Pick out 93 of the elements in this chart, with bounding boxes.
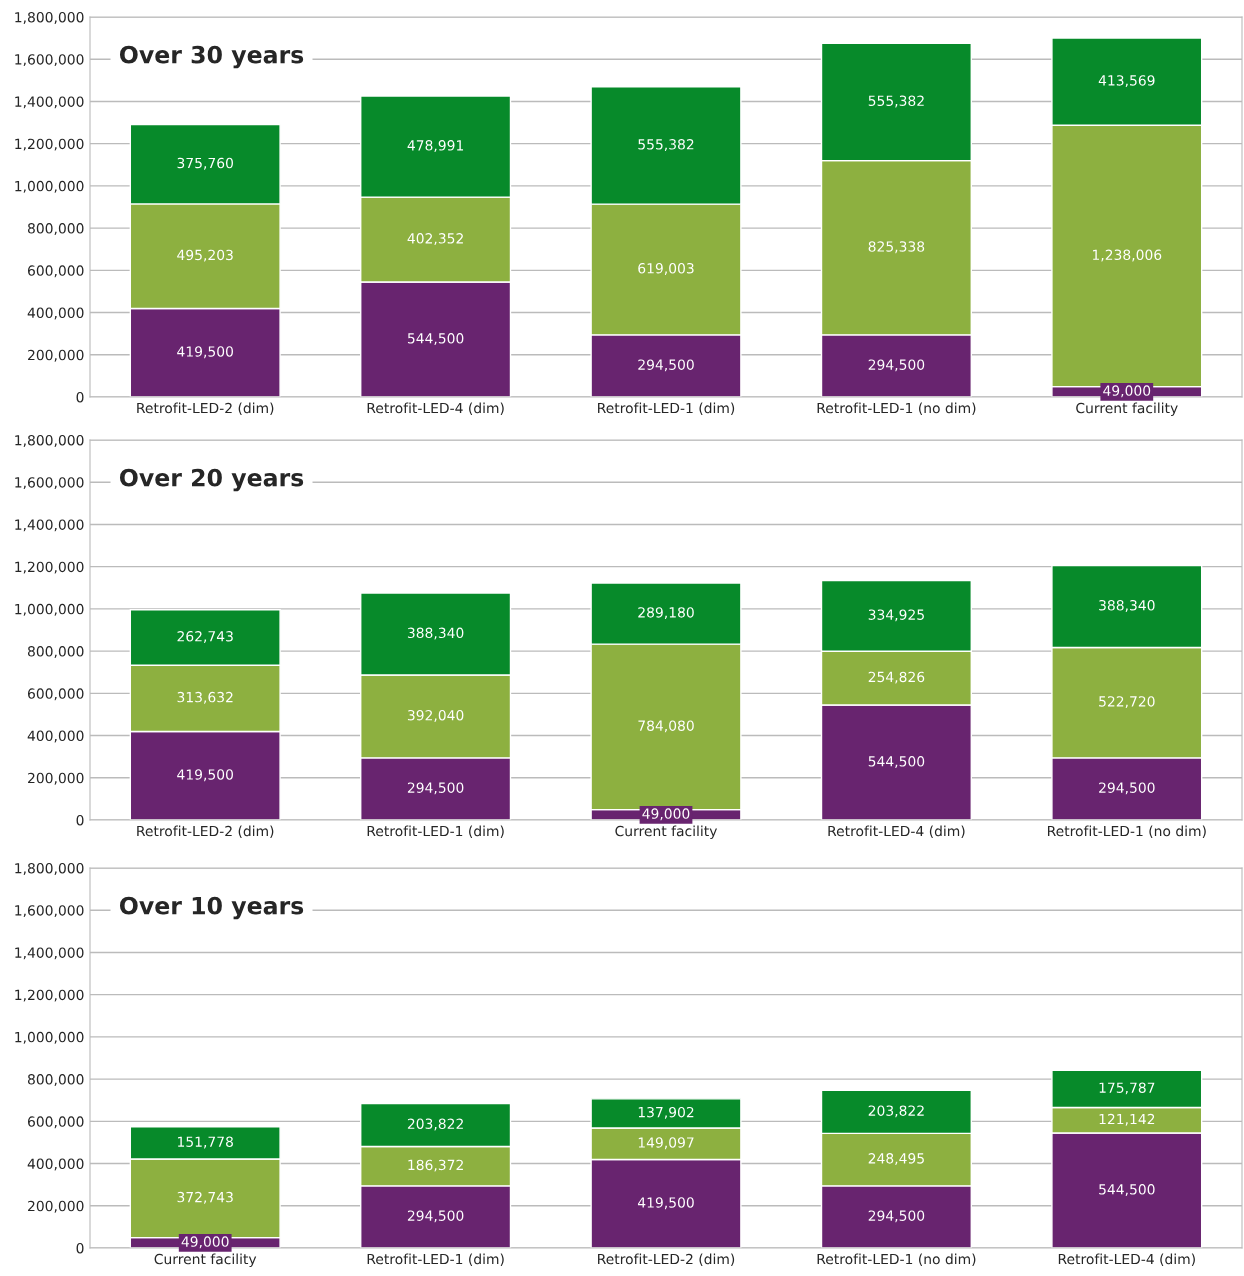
data-label: 784,080 <box>638 720 694 733</box>
data-label: 495,203 <box>177 249 233 262</box>
data-label: 413,569 <box>1098 75 1155 88</box>
x-tick-label: Retrofit-LED-1 (dim) <box>367 1253 504 1266</box>
y-tick-label: 1,600,000 <box>15 477 84 490</box>
y-tick-label: 800,000 <box>27 1074 84 1086</box>
data-label: 254,826 <box>868 671 925 684</box>
y-tick-label: 1,200,000 <box>15 561 84 574</box>
data-label: 555,382 <box>868 95 924 108</box>
x-tick-label: Current facility <box>615 825 718 839</box>
y-tick-label: 200,000 <box>28 1200 84 1213</box>
y-tick-label: 1,200,000 <box>15 138 84 151</box>
y-tick-label: 1,600,000 <box>15 54 84 67</box>
y-tick-label: 400,000 <box>27 307 84 320</box>
y-tick-label: 400,000 <box>27 730 84 743</box>
y-tick-label: 600,000 <box>27 265 84 278</box>
text: Over 10 years <box>119 896 304 920</box>
data-label: 294,500 <box>868 359 925 372</box>
data-label: 375,760 <box>177 157 233 170</box>
y-tick-label: 1,400,000 <box>15 519 84 532</box>
y-tick-label: 600,000 <box>27 688 84 701</box>
data-label: 419,500 <box>177 346 233 359</box>
y-tick-label: 1,600,000 <box>15 905 84 918</box>
data-label: 175,787 <box>1099 1082 1155 1095</box>
text: Over 20 years <box>119 468 304 492</box>
y-tick-label: 1,800,000 <box>15 862 84 875</box>
data-label: 49,000 <box>181 1236 229 1249</box>
y-tick-label: 800,000 <box>27 646 84 658</box>
data-label: 388,340 <box>1099 600 1155 612</box>
data-label: 388,340 <box>407 627 464 640</box>
data-label: 392,040 <box>407 709 464 722</box>
data-label: 372,743 <box>177 1191 233 1204</box>
text: Over 30 years <box>119 45 304 69</box>
y-tick-label: 1,800,000 <box>15 434 84 447</box>
data-label: 419,500 <box>177 769 233 782</box>
x-tick-label: Retrofit-LED-2 (dim) <box>137 402 274 415</box>
data-label: 49,000 <box>1103 385 1151 398</box>
x-tick-label: Current facility <box>154 1253 257 1267</box>
data-label: 555,382 <box>638 139 694 151</box>
y-tick-label: 1,800,000 <box>15 11 84 24</box>
x-tick-label: Retrofit-LED-1 (dim) <box>367 825 504 838</box>
x-tick-label: Retrofit-LED-4 (dim) <box>1058 1253 1195 1266</box>
x-tick-label: Retrofit-LED-4 (dim) <box>367 402 504 415</box>
data-label: 49,000 <box>642 808 690 821</box>
data-label: 203,822 <box>868 1105 924 1118</box>
y-tick-label: 1,000,000 <box>15 1031 84 1044</box>
data-label: 478,991 <box>407 140 464 152</box>
x-tick-label: Retrofit-LED-4 (dim) <box>828 825 965 838</box>
x-tick-label: Retrofit-LED-1 (no dim) <box>817 1253 976 1266</box>
data-label: 294,500 <box>407 782 464 795</box>
data-label: 294,500 <box>868 1210 925 1223</box>
y-tick-label: 1,400,000 <box>15 96 84 109</box>
data-label: 186,372 <box>408 1159 463 1172</box>
data-label: 825,338 <box>868 241 925 254</box>
data-label: 544,500 <box>407 333 464 345</box>
y-tick-label: 200,000 <box>28 349 84 362</box>
data-label: 419,500 <box>637 1197 694 1210</box>
y-tick-label: 1,400,000 <box>15 947 84 960</box>
data-label: 203,822 <box>407 1118 463 1131</box>
data-label: 151,778 <box>178 1136 233 1149</box>
data-label: 313,632 <box>177 691 233 704</box>
data-label: 334,925 <box>868 609 924 622</box>
x-tick-label: Current facility <box>1076 402 1178 416</box>
data-label: 149,097 <box>638 1137 694 1150</box>
data-label: 544,500 <box>1099 1184 1155 1196</box>
y-tick-label: 0 <box>76 391 84 403</box>
x-tick-label: Retrofit-LED-1 (dim) <box>598 402 735 415</box>
y-tick-label: 1,200,000 <box>15 989 84 1002</box>
y-tick-label: 400,000 <box>27 1158 84 1171</box>
data-label: 289,180 <box>638 607 694 620</box>
data-label: 522,720 <box>1099 696 1155 709</box>
data-label: 248,495 <box>868 1153 924 1166</box>
data-label: 262,743 <box>177 631 233 643</box>
data-label: 619,003 <box>638 263 694 275</box>
y-tick-label: 1,000,000 <box>15 603 84 616</box>
data-label: 294,500 <box>407 1210 464 1223</box>
y-tick-label: 200,000 <box>28 772 84 785</box>
x-tick-label: Retrofit-LED-1 (no dim) <box>1047 825 1206 838</box>
y-tick-label: 600,000 <box>27 1116 84 1129</box>
data-label: 402,352 <box>407 233 463 246</box>
data-label: 137,902 <box>638 1106 694 1119</box>
y-tick-label: 800,000 <box>27 223 84 235</box>
x-tick-label: Retrofit-LED-2 (dim) <box>598 1253 735 1266</box>
data-label: 1,238,006 <box>1092 249 1162 262</box>
y-tick-label: 0 <box>76 1242 84 1254</box>
data-label: 294,500 <box>638 359 694 372</box>
y-tick-label: 1,000,000 <box>15 180 84 193</box>
y-tick-label: 0 <box>76 814 84 826</box>
x-tick-label: Retrofit-LED-1 (no dim) <box>817 402 976 415</box>
x-tick-label: Retrofit-LED-2 (dim) <box>137 825 274 838</box>
data-label: 121,142 <box>1099 1113 1155 1126</box>
data-label: 544,500 <box>868 756 925 768</box>
data-label: 294,500 <box>1099 782 1155 795</box>
